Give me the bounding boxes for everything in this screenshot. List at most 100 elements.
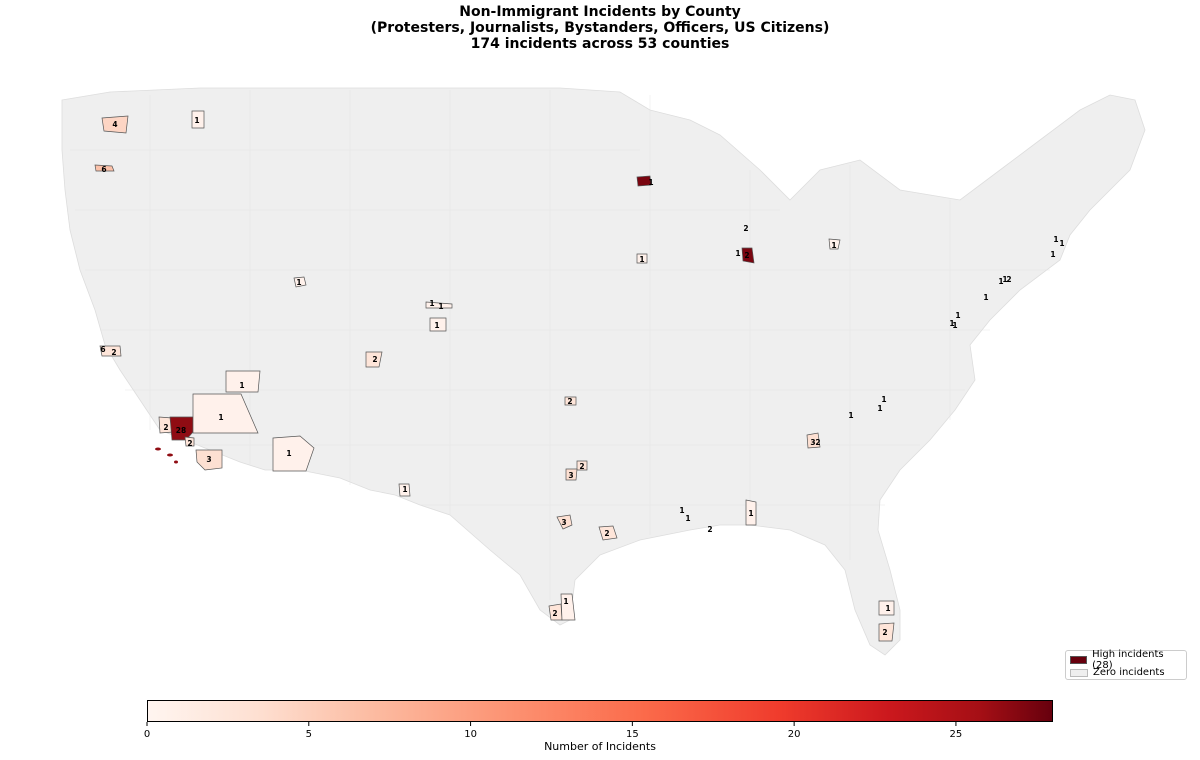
county-count-or-portland: 6 <box>101 165 106 174</box>
county-count-nj: 1 <box>983 293 988 302</box>
county-count-co-denver: 1 <box>434 321 439 330</box>
colorbar-tick-label: 5 <box>306 729 312 740</box>
county-count-ia: 1 <box>639 255 644 264</box>
county-mn-hennepin <box>636 175 652 187</box>
county-count-ms: 1 <box>748 509 753 518</box>
title-line-2: (Protesters, Journalists, Bystanders, Of… <box>370 20 830 36</box>
county-count-ma-c: 1 <box>1050 250 1055 259</box>
map-title: Non-Immigrant Incidents by County (Prote… <box>0 4 1200 52</box>
county-count-la-a: 1 <box>679 506 684 515</box>
county-count-nv-clark: 1 <box>239 381 244 390</box>
county-count-tx-south-b: 2 <box>552 609 557 618</box>
colorbar-tick-label: 0 <box>144 729 150 740</box>
county-count-ca-san-bernardino: 1 <box>218 413 223 422</box>
county-count-ca-bay-a: 6 <box>100 345 105 354</box>
colorbar-ticks: 0 5 10 15 20 25 <box>144 722 963 740</box>
legend-zero-swatch <box>1070 668 1088 677</box>
county-count-ga-atlanta-a: 3 <box>810 438 815 447</box>
county-count-ks: 2 <box>567 397 572 406</box>
county-count-mi: 1 <box>831 241 836 250</box>
county-count-ga-atlanta-b: 2 <box>815 438 820 447</box>
county-count-nc-c: 1 <box>848 411 853 420</box>
county-count-dc-b: 1 <box>952 321 957 330</box>
county-ks <box>564 396 577 406</box>
legend: High incidents (28) Zero incidents <box>1065 648 1187 680</box>
colorbar-tick-label: 25 <box>950 729 963 740</box>
county-ca-orange <box>184 436 195 447</box>
county-count-ny-a: 1 <box>998 277 1003 286</box>
county-il-cook <box>741 247 755 264</box>
county-count-wa-northeast: 1 <box>194 116 199 125</box>
county-grid <box>70 90 1050 600</box>
county-count-fl-a: 1 <box>885 604 890 613</box>
county-tx-dallas <box>576 460 588 471</box>
legend-zero: Zero incidents <box>1070 666 1182 679</box>
county-count-ma-a: 1 <box>1053 235 1058 244</box>
county-fl-b <box>878 622 895 642</box>
county-count-la-b: 1 <box>685 514 690 523</box>
county-tx-ep <box>398 483 411 497</box>
county-wa-north <box>101 115 129 134</box>
county-count-ny-c: 1 <box>1002 275 1007 284</box>
county-ca-bay <box>99 345 122 357</box>
county-count-ny-b: 2 <box>1006 275 1011 284</box>
county-count-mn-hennepin: 1 <box>648 178 653 187</box>
county-ms <box>745 499 757 526</box>
legend-zero-label: Zero incidents <box>1093 667 1165 678</box>
county-count-nc-a: 1 <box>881 395 886 404</box>
county-count-az-maricopa: 1 <box>286 449 291 458</box>
channel-islands <box>155 447 178 464</box>
county-count-nc-b: 1 <box>877 404 882 413</box>
colorbar-tick-label: 15 <box>626 729 639 740</box>
county-co-a <box>429 317 447 332</box>
county-count-la-c: 2 <box>707 525 712 534</box>
county-id <box>293 276 307 288</box>
colorbar-tick-label: 20 <box>788 729 801 740</box>
county-count-wi: 2 <box>743 224 748 233</box>
county-count-ca-san-diego: 3 <box>206 455 211 464</box>
county-count-ma-b: 1 <box>1059 239 1064 248</box>
county-tx-tarrant <box>565 468 578 481</box>
county-count-ca-los-angeles: 28 <box>176 426 186 435</box>
county-nv-clark <box>225 370 261 393</box>
county-count-dc-a: 1 <box>949 319 954 328</box>
legend-high-label: High incidents (28) <box>1092 648 1164 671</box>
county-count-ca-santa-barbara: 2 <box>163 423 168 432</box>
title-line-1: Non-Immigrant Incidents by County <box>459 4 741 20</box>
county-fl-a <box>878 600 895 616</box>
county-count-co-a: 1 <box>429 299 434 308</box>
us-landmass <box>61 87 1146 656</box>
county-count-il-cook: 2 <box>744 251 749 260</box>
county-ga <box>806 432 821 449</box>
county-count-fl-b: 2 <box>882 628 887 637</box>
counties-with-incidents <box>94 110 895 642</box>
county-count-co-b: 1 <box>438 302 443 311</box>
county-ca-sbd <box>192 393 259 434</box>
county-wa-northeast <box>191 110 205 129</box>
county-count-ca-orange: 2 <box>187 439 192 448</box>
county-count-tx-houston: 2 <box>604 529 609 538</box>
colorbar-tick-label: 10 <box>464 729 477 740</box>
colorbar <box>147 700 1053 722</box>
county-co-denver <box>425 301 453 309</box>
county-or-portland <box>94 164 115 172</box>
legend-high-swatch <box>1070 655 1088 664</box>
county-count-id: 1 <box>296 278 301 287</box>
county-count-wa-north: 4 <box>112 120 117 129</box>
county-ut <box>365 351 383 368</box>
county-ca-la <box>169 416 194 441</box>
county-count-ca-bay-b: 2 <box>111 348 116 357</box>
county-tx-houston <box>598 525 618 541</box>
county-ca-sd <box>195 449 223 471</box>
county-count-tx-south-a: 1 <box>563 597 568 606</box>
county-count-tx-el-paso: 1 <box>402 485 407 494</box>
county-count-pa: 1 <box>955 311 960 320</box>
county-tx-south-b <box>560 593 576 621</box>
county-mi <box>828 238 841 250</box>
county-count-ut: 2 <box>372 355 377 364</box>
title-line-3: 174 incidents across 53 counties <box>470 36 730 52</box>
county-ia <box>636 253 648 264</box>
colorbar-label: Number of Incidents <box>544 740 656 753</box>
